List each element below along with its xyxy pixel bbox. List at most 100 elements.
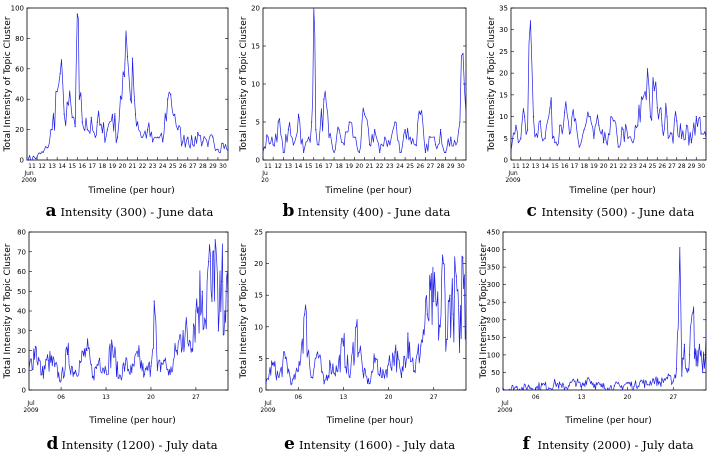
y-tick-label: 20 [251, 5, 260, 13]
y-tick-label: 100 [11, 5, 24, 13]
data-point [76, 13, 78, 15]
x-tick-label: 20 [385, 394, 393, 401]
data-point [458, 351, 461, 353]
data-point [313, 7, 315, 9]
x-tick-label: 11 [28, 163, 36, 170]
x-tick-label: 15 [305, 163, 313, 170]
data-point [336, 370, 338, 372]
data-point [698, 343, 701, 345]
x-tick-label: 16 [315, 163, 323, 170]
data-point [73, 371, 75, 373]
data-point [131, 371, 133, 373]
date-label: 2009 [260, 407, 275, 414]
y-tick-label: 250 [487, 299, 500, 307]
x-tick-label: 25 [169, 163, 177, 170]
y-axis-title: Total Intensity of Topic Cluster [487, 16, 497, 152]
data-point [26, 159, 28, 161]
data-point [568, 133, 571, 135]
y-tick-label: 40 [15, 96, 24, 104]
x-tick-label: 27 [427, 163, 435, 170]
data-point [633, 385, 635, 388]
x-tick-label: 28 [199, 163, 207, 170]
data-point [700, 133, 702, 135]
y-tick-label: 80 [17, 229, 26, 237]
y-tick-label: 450 [487, 229, 500, 237]
data-point [333, 151, 335, 153]
data-point [272, 144, 274, 146]
x-tick-label: 18 [580, 163, 588, 170]
plot-frame [502, 231, 707, 391]
data-point [36, 156, 38, 158]
x-tick-label: 24 [159, 163, 167, 170]
data-point [212, 136, 214, 138]
x-tick-label: 28 [678, 163, 686, 170]
data-point [221, 280, 223, 282]
data-point [86, 129, 88, 131]
x-tick-label: 30 [219, 163, 227, 170]
x-axis-title: Timeline (per hour) [324, 186, 412, 196]
data-point [532, 116, 535, 118]
y-tick-label: 5 [504, 135, 508, 143]
data-point [157, 136, 159, 138]
data-point [593, 137, 595, 139]
data-point [349, 376, 351, 378]
y-tick-label: 80 [15, 35, 24, 43]
x-tick-label: 24 [639, 163, 647, 170]
data-point [170, 94, 172, 96]
data-point [409, 136, 411, 138]
data-point [118, 377, 120, 379]
data-point [353, 136, 355, 138]
data-point [622, 129, 624, 131]
x-tick-label: 13 [340, 394, 348, 401]
data-point [394, 121, 396, 123]
data-point [446, 338, 448, 340]
y-tick-label: 10 [254, 323, 263, 331]
data-point [292, 144, 294, 146]
data-point [63, 113, 65, 115]
data-point [74, 126, 76, 128]
data-point [679, 247, 681, 249]
data-point [581, 385, 583, 388]
x-tick-label: 14 [295, 163, 303, 170]
data-point [201, 290, 203, 292]
y-tick-label: 150 [487, 334, 500, 342]
data-point [429, 136, 432, 138]
data-point [153, 300, 155, 302]
data-point [450, 136, 452, 138]
data-point [626, 382, 629, 384]
data-point [685, 124, 688, 126]
series-line-0 [27, 13, 229, 161]
x-tick-label: 15 [551, 163, 559, 170]
date-label: 2009 [497, 407, 512, 414]
data-point [452, 313, 454, 315]
data-point [389, 144, 391, 146]
x-tick-label: 13 [532, 163, 540, 170]
date-label: Jul [263, 400, 272, 407]
x-tick-label: 27 [192, 394, 200, 401]
data-point [529, 20, 532, 22]
data-point [227, 300, 229, 302]
data-point [41, 373, 43, 375]
x-tick-label: 22 [139, 163, 147, 170]
data-point [111, 113, 113, 115]
data-point [317, 351, 319, 353]
y-tick-label: 35 [499, 5, 508, 13]
y-tick-label: 0 [20, 157, 24, 165]
x-tick-label: 26 [658, 163, 666, 170]
date-label: 2009 [21, 177, 36, 184]
data-point [573, 120, 576, 122]
data-point [134, 113, 137, 115]
data-point [287, 129, 289, 131]
data-point [318, 144, 320, 146]
data-point [434, 144, 437, 146]
y-axis-title: Total Intensity of Topic Cluster [239, 16, 249, 152]
x-tick-label: 17 [571, 163, 579, 170]
data-point [587, 377, 589, 379]
x-tick-label: 12 [38, 163, 46, 170]
data-point [187, 136, 189, 138]
date-label: 20 [261, 177, 269, 184]
data-point [177, 129, 179, 131]
caption-text: Intensity (2000) - July data [538, 438, 694, 452]
